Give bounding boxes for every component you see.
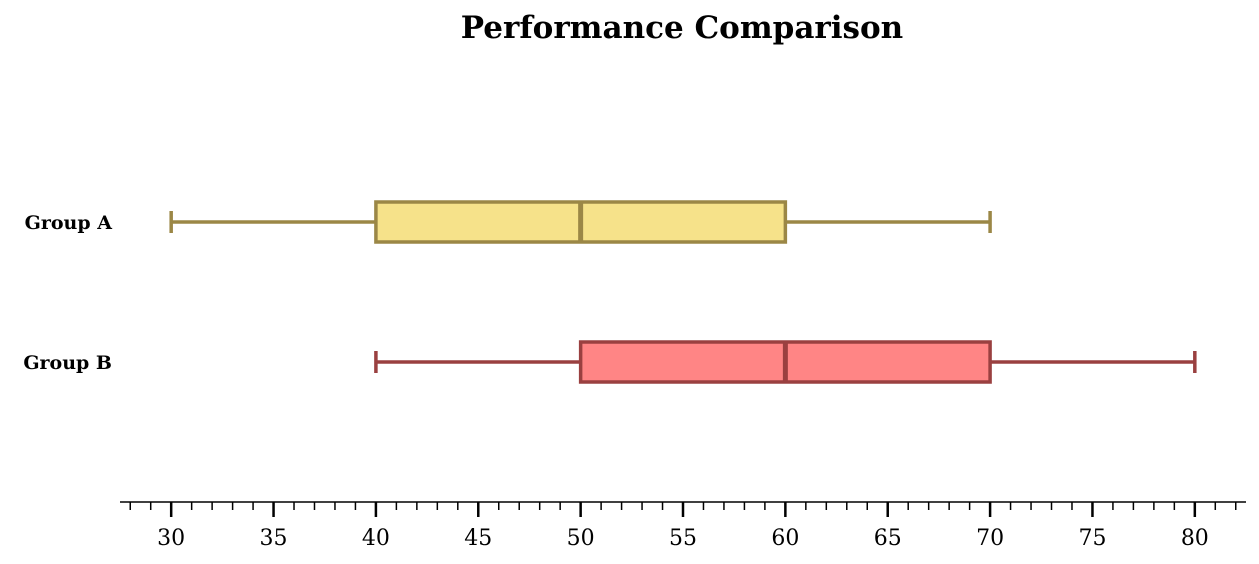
boxes-layer: Group A Group B <box>23 200 1197 384</box>
x-tick-label: 60 <box>771 526 799 551</box>
x-tick-label: 45 <box>464 526 492 551</box>
x-tick-label: 35 <box>260 526 288 551</box>
x-tick-label: 55 <box>669 526 697 551</box>
y-category-label: Group B <box>23 352 112 374</box>
x-tick-label: 40 <box>362 526 390 551</box>
x-tick-label: 75 <box>1078 526 1106 551</box>
x-tick-label: 80 <box>1181 526 1209 551</box>
x-tick-label: 65 <box>874 526 902 551</box>
x-tick-label: 30 <box>157 526 185 551</box>
x-tick-label: 70 <box>976 526 1004 551</box>
x-axis: 30 35 40 45 50 55 60 65 70 75 80 <box>120 501 1246 551</box>
chart-title: Performance Comparison <box>460 10 904 46</box>
y-category-label: Group A <box>25 212 113 234</box>
box-group: Group A <box>25 200 992 244</box>
x-tick-label: 50 <box>567 526 595 551</box>
box-group: Group B <box>23 340 1197 384</box>
